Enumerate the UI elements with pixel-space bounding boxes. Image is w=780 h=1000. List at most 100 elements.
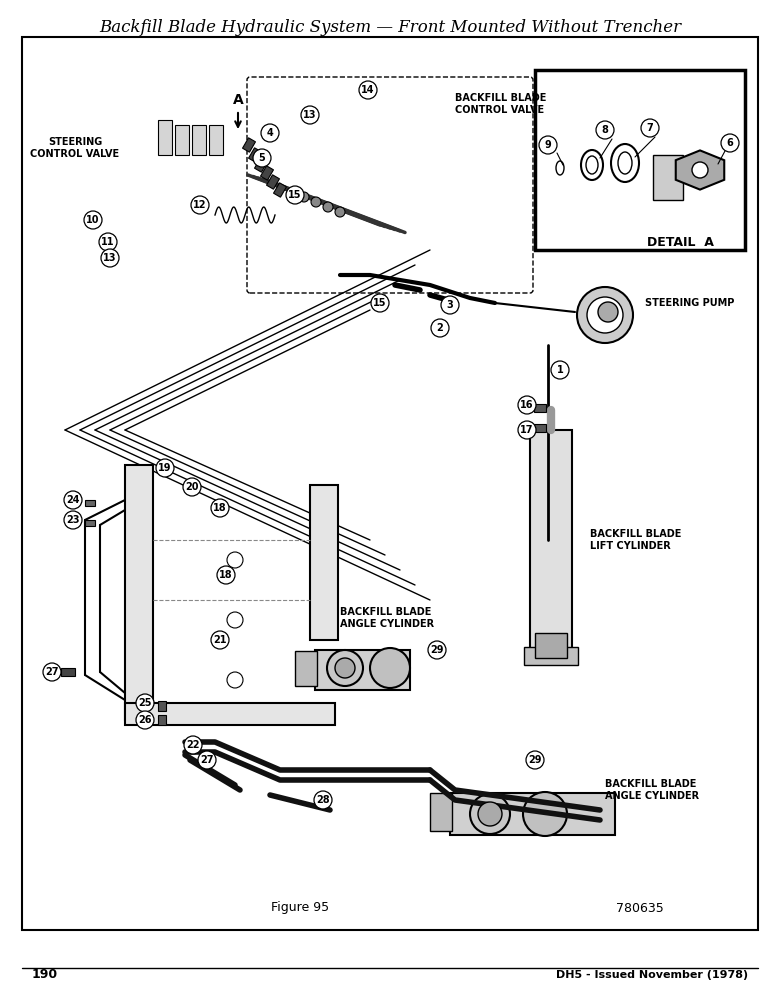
Text: 780635: 780635 bbox=[616, 902, 664, 914]
Bar bbox=[535, 70, 745, 250]
Text: 18: 18 bbox=[213, 503, 227, 513]
Bar bbox=[315, 650, 410, 690]
Bar bbox=[535, 633, 567, 658]
Text: 190: 190 bbox=[32, 968, 58, 982]
Text: 20: 20 bbox=[186, 482, 199, 492]
Bar bbox=[450, 793, 615, 835]
Circle shape bbox=[539, 136, 557, 154]
Circle shape bbox=[227, 552, 243, 568]
Bar bbox=[530, 430, 572, 650]
Text: 16: 16 bbox=[520, 400, 534, 410]
Text: 5: 5 bbox=[259, 153, 265, 163]
Circle shape bbox=[184, 736, 202, 754]
Circle shape bbox=[287, 188, 297, 198]
Bar bbox=[175, 125, 189, 155]
Circle shape bbox=[327, 650, 363, 686]
Bar bbox=[192, 125, 206, 155]
Circle shape bbox=[211, 631, 229, 649]
Circle shape bbox=[227, 612, 243, 628]
Polygon shape bbox=[85, 520, 95, 526]
Text: A: A bbox=[232, 93, 243, 107]
Circle shape bbox=[156, 459, 174, 477]
Circle shape bbox=[64, 491, 82, 509]
Text: 22: 22 bbox=[186, 740, 200, 750]
Circle shape bbox=[301, 106, 319, 124]
Circle shape bbox=[478, 802, 502, 826]
Bar bbox=[653, 155, 683, 200]
Text: 18: 18 bbox=[219, 570, 232, 580]
Circle shape bbox=[311, 197, 321, 207]
Text: 26: 26 bbox=[138, 715, 152, 725]
Text: 29: 29 bbox=[431, 645, 444, 655]
Circle shape bbox=[335, 658, 355, 678]
Circle shape bbox=[191, 196, 209, 214]
Text: BACKFILL BLADE
ANGLE CYLINDER: BACKFILL BLADE ANGLE CYLINDER bbox=[605, 779, 699, 801]
Text: 27: 27 bbox=[200, 755, 214, 765]
Text: 4: 4 bbox=[267, 128, 273, 138]
Bar bbox=[125, 703, 335, 725]
Circle shape bbox=[136, 711, 154, 729]
Circle shape bbox=[314, 791, 332, 809]
Circle shape bbox=[359, 81, 377, 99]
Polygon shape bbox=[249, 148, 261, 162]
Ellipse shape bbox=[618, 152, 632, 174]
Polygon shape bbox=[158, 701, 166, 711]
Text: 1: 1 bbox=[557, 365, 563, 375]
Bar bbox=[524, 647, 578, 665]
Text: 28: 28 bbox=[316, 795, 330, 805]
Ellipse shape bbox=[581, 150, 603, 180]
Text: 9: 9 bbox=[544, 140, 551, 150]
Text: STEERING PUMP: STEERING PUMP bbox=[645, 298, 735, 308]
Bar bbox=[430, 793, 452, 831]
Circle shape bbox=[227, 672, 243, 688]
Text: 23: 23 bbox=[66, 515, 80, 525]
Circle shape bbox=[518, 421, 536, 439]
Text: Figure 95: Figure 95 bbox=[271, 902, 329, 914]
Bar bbox=[310, 485, 338, 640]
Bar bbox=[22, 37, 758, 930]
Text: DETAIL  A: DETAIL A bbox=[647, 236, 714, 249]
Text: STEERING
CONTROL VALVE: STEERING CONTROL VALVE bbox=[30, 137, 119, 159]
Text: Backfill Blade Hydraulic System — Front Mounted Without Trencher: Backfill Blade Hydraulic System — Front … bbox=[99, 19, 681, 36]
Text: 15: 15 bbox=[289, 190, 302, 200]
Circle shape bbox=[211, 499, 229, 517]
Circle shape bbox=[84, 211, 102, 229]
Circle shape bbox=[370, 648, 410, 688]
Bar bbox=[125, 465, 153, 720]
Text: 10: 10 bbox=[87, 215, 100, 225]
Circle shape bbox=[596, 121, 614, 139]
Circle shape bbox=[518, 396, 536, 414]
Text: 27: 27 bbox=[45, 667, 58, 677]
Text: BACKFILL BLADE
LIFT CYLINDER: BACKFILL BLADE LIFT CYLINDER bbox=[590, 529, 682, 551]
Text: 6: 6 bbox=[727, 138, 733, 148]
Circle shape bbox=[261, 124, 279, 142]
Circle shape bbox=[641, 119, 659, 137]
Circle shape bbox=[428, 641, 446, 659]
Text: 19: 19 bbox=[158, 463, 172, 473]
Circle shape bbox=[577, 287, 633, 343]
Text: BACKFILL BLADE
ANGLE CYLINDER: BACKFILL BLADE ANGLE CYLINDER bbox=[340, 607, 434, 629]
Bar bbox=[209, 125, 223, 155]
Polygon shape bbox=[274, 183, 286, 197]
Circle shape bbox=[299, 192, 309, 202]
Ellipse shape bbox=[611, 144, 639, 182]
Circle shape bbox=[43, 663, 61, 681]
Circle shape bbox=[198, 751, 216, 769]
Ellipse shape bbox=[556, 161, 564, 175]
Text: 13: 13 bbox=[103, 253, 117, 263]
Circle shape bbox=[286, 186, 304, 204]
Circle shape bbox=[551, 361, 569, 379]
Polygon shape bbox=[158, 715, 166, 725]
Circle shape bbox=[470, 794, 510, 834]
Circle shape bbox=[441, 296, 459, 314]
Circle shape bbox=[323, 202, 333, 212]
Text: 7: 7 bbox=[647, 123, 654, 133]
Circle shape bbox=[217, 566, 235, 584]
Text: DH5 - Issued November (1978): DH5 - Issued November (1978) bbox=[556, 970, 748, 980]
Circle shape bbox=[335, 207, 345, 217]
Text: 25: 25 bbox=[138, 698, 152, 708]
Ellipse shape bbox=[586, 156, 598, 174]
Text: 12: 12 bbox=[193, 200, 207, 210]
Circle shape bbox=[253, 149, 271, 167]
Circle shape bbox=[721, 134, 739, 152]
